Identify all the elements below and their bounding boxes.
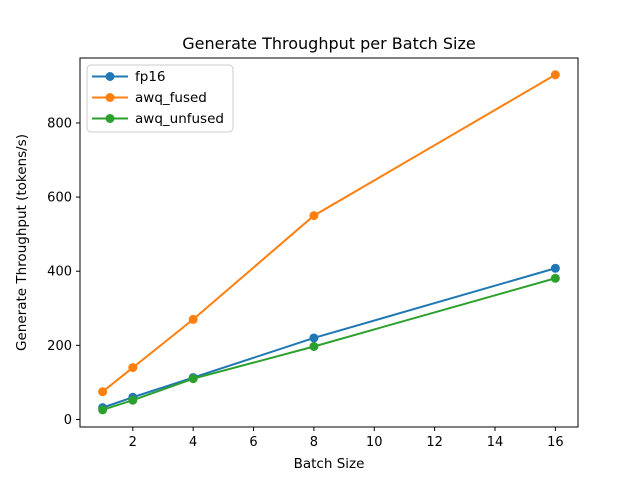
y-tick-label: 0	[64, 413, 72, 428]
x-tick-label: 16	[547, 435, 564, 450]
legend-marker	[105, 114, 115, 123]
legend-box	[86, 64, 234, 133]
y-tick-label: 800	[47, 116, 72, 131]
x-tick-label: 4	[189, 435, 197, 450]
x-tick-label: 2	[129, 435, 137, 450]
data-point-awq_unfused	[550, 273, 560, 283]
data-point-awq_unfused	[188, 374, 198, 384]
y-tick-label: 200	[47, 339, 72, 354]
series-line-awq_unfused	[102, 277, 556, 411]
series-layer	[98, 70, 560, 415]
legend-label-awq_unfused: awq_unfused	[135, 111, 224, 127]
data-point-fp16	[550, 263, 560, 273]
x-tick-label: 8	[310, 435, 318, 450]
legend-marker	[105, 72, 115, 81]
data-point-awq_fused	[550, 70, 560, 80]
plot-frame	[79, 57, 579, 428]
x-axis-label: Batch Size	[294, 456, 365, 472]
legend-marker	[105, 93, 115, 102]
y-tick-label: 400	[47, 265, 72, 280]
x-tick-label: 12	[426, 435, 443, 450]
axes-layer: 2 4 6 8 10 12 14 16 0 200 400 600 800	[47, 57, 579, 450]
data-point-fp16	[309, 333, 319, 343]
legend-label-fp16: fp16	[135, 69, 166, 85]
legend: fp16 awq_fused awq_unfused	[86, 64, 234, 133]
data-point-awq_fused	[309, 211, 319, 221]
x-tick-label: 6	[249, 435, 257, 450]
chart-title: Generate Throughput per Batch Size	[182, 34, 475, 53]
x-tick-label: 10	[366, 435, 383, 450]
legend-label-awq_fused: awq_fused	[135, 90, 207, 106]
x-tick-label: 14	[487, 435, 504, 450]
data-point-awq_unfused	[128, 395, 138, 405]
data-point-awq_unfused	[98, 405, 108, 415]
data-point-awq_unfused	[309, 341, 319, 351]
y-tick-label: 600	[47, 191, 72, 206]
data-point-awq_fused	[188, 314, 198, 324]
y-axis-label: Generate Throughput (tokens/s)	[14, 134, 30, 351]
data-point-awq_fused	[128, 363, 138, 373]
data-point-awq_fused	[98, 387, 108, 397]
